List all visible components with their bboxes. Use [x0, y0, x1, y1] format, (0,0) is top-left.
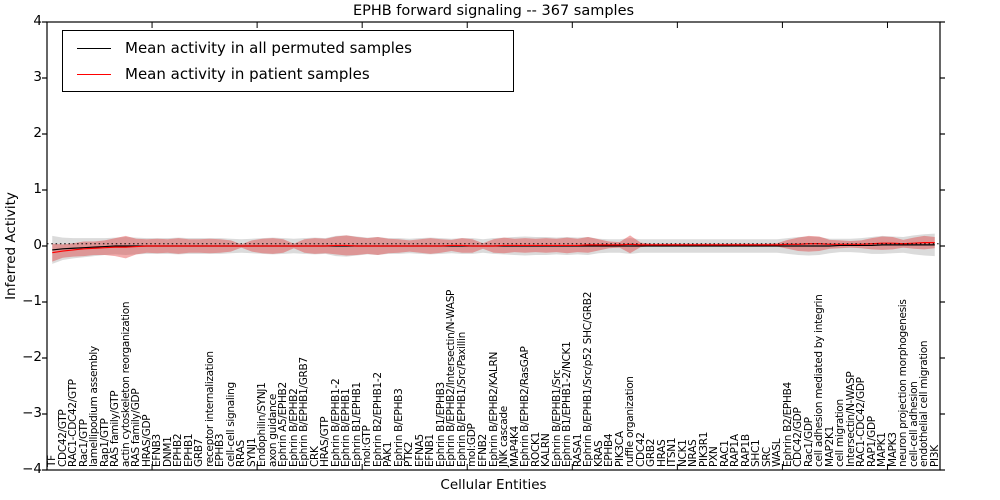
legend-line-permuted-icon	[77, 47, 111, 49]
x-tick-label: EPHB4	[603, 433, 616, 467]
x-tick-label: ITSN1	[666, 437, 679, 467]
x-tick-label: Ephrin B/EPHB1	[340, 388, 353, 467]
legend-item-patient: Mean activity in patient samples	[63, 63, 513, 85]
x-tick-label: Ephrin B/EPHB2/KALRN	[487, 351, 500, 467]
x-tick-label: Ephrin A5/EPHB2	[277, 382, 290, 467]
x-tick-label: lamellipodium assembly	[88, 346, 101, 467]
x-tick-label: TF	[46, 455, 59, 467]
x-tick-label: HRAS/GTP	[319, 416, 332, 467]
x-tick-label: SHC1	[750, 439, 763, 467]
x-tick-label: RAP1A	[729, 434, 742, 467]
y-tick-label: 2	[33, 125, 42, 141]
patient-mean-line	[52, 242, 935, 254]
y-tick-label: −3	[22, 405, 42, 421]
x-tick-label: EFNB3	[151, 434, 164, 467]
x-tick-label: EPHB2	[172, 433, 185, 467]
chart-title: EPHB forward signaling -- 367 samples	[352, 3, 635, 19]
x-tick-label: Ephrin B/EPHB2/Intersectin/N-WASP	[445, 289, 458, 467]
patient-band	[52, 235, 935, 262]
x-tick-label: RAS family/GDP	[130, 388, 143, 467]
legend-item-permuted: Mean activity in all permuted samples	[63, 37, 513, 59]
y-tick-label: 0	[33, 237, 42, 253]
x-tick-label: Ephrin B/EPHB1/Src/p52 SHC/GRB2	[582, 291, 595, 467]
legend-label-permuted: Mean activity in all permuted samples	[125, 39, 412, 57]
x-tick-label: PI3K	[928, 445, 941, 467]
y-tick-label: 4	[33, 13, 42, 29]
x-tick-label: GRB7	[193, 438, 206, 467]
x-tick-label: Ephrin B/EPHB1/GRB7	[298, 357, 311, 467]
x-tick-label: PTK2	[403, 441, 416, 467]
x-tick-label: PAK1	[382, 441, 395, 467]
x-tick-label: endothelial cell migration	[918, 340, 931, 467]
x-axis-label: Cellular Entities	[440, 477, 547, 493]
x-tick-label: RRAS	[235, 440, 248, 467]
x-tick-label: cell migration	[834, 399, 847, 467]
x-tick-label: WASL	[771, 438, 784, 467]
y-tick-label: 1	[33, 181, 42, 197]
x-tick-label: mol:GTP	[361, 425, 374, 467]
x-tick-label: EFNB2	[476, 434, 489, 467]
x-tick-label: mol:GDP	[466, 423, 479, 467]
x-tick-label: NRAS	[687, 439, 700, 467]
x-tick-label: KALRN	[540, 433, 553, 467]
legend: Mean activity in all permuted samples Me…	[62, 30, 514, 92]
y-tick-label: −4	[22, 461, 42, 477]
y-tick-label: −2	[22, 349, 42, 365]
x-tick-label: cell adhesion mediated by integrin	[813, 294, 826, 467]
y-tick-label: 3	[33, 69, 42, 85]
x-tick-label: RAC1-CDC42/GDP	[855, 377, 868, 467]
x-tick-label: MAP4K4	[508, 425, 521, 467]
x-tick-label: RAC1-CDC42/GTP	[67, 379, 80, 467]
permuted-band	[52, 233, 935, 264]
x-tick-label: Ephrin B/EPHB2/RasGAP	[519, 346, 532, 467]
x-tick-label: ruffle organization	[624, 376, 637, 467]
x-tick-label: Endophilin/SYNJ1	[256, 382, 269, 467]
x-tick-label: Ephrin B1/EPHB1-2/NCK1	[561, 341, 574, 467]
x-tick-label: MAPK1	[876, 432, 889, 467]
x-tick-label: RAS family/GTP	[109, 390, 122, 467]
y-tick-label: −1	[22, 293, 42, 309]
x-tick-label: EFNB1	[424, 434, 437, 467]
x-tick-label: PXN	[708, 446, 721, 467]
x-tick-label: neuron projection morphogenesis	[897, 299, 910, 467]
x-tick-label: JNK cascade	[498, 406, 510, 467]
legend-label-patient: Mean activity in patient samples	[125, 65, 370, 83]
x-tick-label: CDC42/GDP	[792, 407, 805, 467]
y-axis-label: Inferred Activity	[3, 192, 19, 300]
x-tick-label: GRB2	[645, 438, 658, 467]
x-tick-label: EPHB3	[214, 433, 227, 467]
legend-line-patient-icon	[77, 73, 111, 75]
